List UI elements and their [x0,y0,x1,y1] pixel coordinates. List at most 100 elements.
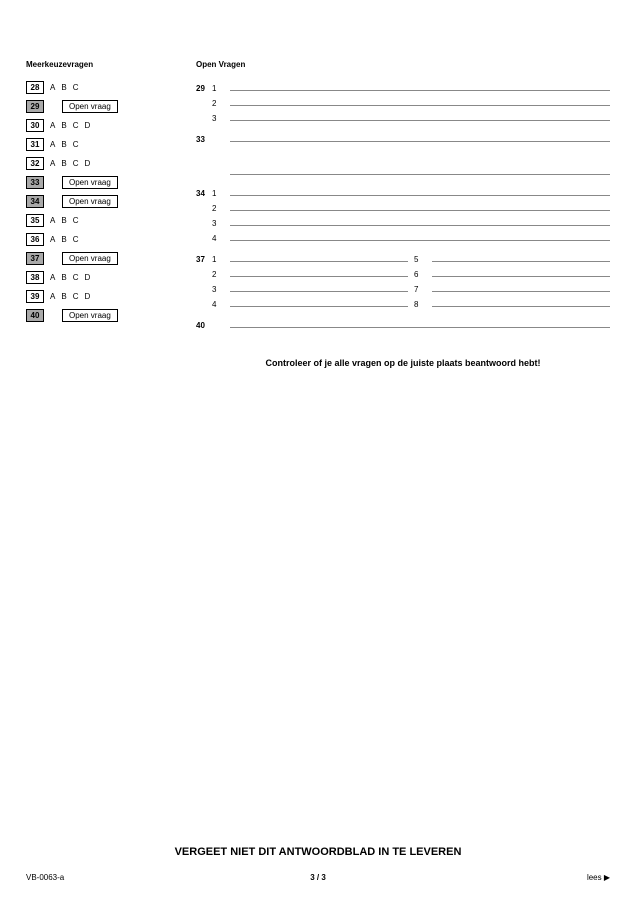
open-vraag-label: Open vraag [62,252,118,265]
mc-row: 34Open vraag [26,192,178,211]
mc-row: 39 ABCD [26,287,178,306]
answer-rule[interactable] [230,174,610,175]
content-columns: Meerkeuzevragen 28ABC29Open vraag30ABCD3… [26,60,610,368]
answer-line-pair: 37 1 5 [196,249,610,264]
mc-option[interactable]: B [61,273,66,282]
mc-option[interactable]: D [84,159,90,168]
mc-row: 40 Open vraag [26,306,178,325]
answer-rule[interactable] [432,276,610,277]
mc-option[interactable]: A [50,292,55,301]
line-subnumber: 5 [414,255,426,264]
open-question-number: 37 [196,255,208,264]
answer-rule[interactable] [230,327,610,328]
mc-option[interactable]: B [61,83,66,92]
open-answer-group [196,162,610,177]
mc-option[interactable]: C [73,83,79,92]
line-lead: 37 1 [196,255,224,264]
mc-option[interactable]: B [61,292,66,301]
answer-rule[interactable] [230,105,610,106]
line-subnumber: 8 [414,300,426,309]
answer-rule[interactable] [230,225,610,226]
mc-option[interactable]: B [61,235,66,244]
mc-option[interactable]: C [73,273,79,282]
line-lead: 3 [196,114,224,123]
answer-line: 33 [196,129,610,144]
mc-option[interactable]: A [50,140,55,149]
mc-row: 28ABC [26,78,178,97]
mc-option[interactable]: A [50,159,55,168]
question-number-box: 38 [26,271,44,284]
mc-option[interactable]: B [61,140,66,149]
mc-option[interactable]: D [84,121,90,130]
mc-option[interactable]: D [84,273,90,282]
open-answer-group: 3715263748 [196,249,610,309]
pair-left [230,306,408,309]
open-question-number: 29 [196,84,208,93]
mc-option[interactable]: B [61,159,66,168]
pair-left [230,261,408,264]
mc-option[interactable]: A [50,216,55,225]
answer-line: 3 [196,108,610,123]
answer-line: 2 [196,198,610,213]
answer-rule[interactable] [432,291,610,292]
line-lead: 2 [196,270,224,279]
mc-option[interactable]: C [73,140,79,149]
open-question-number: 34 [196,189,208,198]
mc-option[interactable]: C [73,159,79,168]
answer-rule[interactable] [230,120,610,121]
mc-option[interactable]: A [50,121,55,130]
mc-option[interactable]: C [73,292,79,301]
line-subnumber: 4 [212,300,216,309]
line-lead: 4 [196,234,224,243]
pair-right [432,276,610,279]
answer-rule[interactable] [230,291,408,292]
mc-options: ABC [50,83,78,92]
answer-rule[interactable] [230,141,610,142]
line-subnumber: 4 [212,234,216,243]
line-lead: 4 [196,300,224,309]
mc-option[interactable]: A [50,273,55,282]
line-lead: 3 [196,219,224,228]
open-answer-group: 33 [196,129,610,144]
answer-rule[interactable] [432,261,610,262]
answer-line: 291 [196,78,610,93]
mc-options: ABC [50,235,78,244]
line-subnumber: 2 [212,99,216,108]
answer-rule[interactable] [230,240,610,241]
question-number-box: 39 [26,290,44,303]
mc-option[interactable]: C [73,216,79,225]
mc-option[interactable]: B [61,121,66,130]
mc-option[interactable]: B [61,216,66,225]
mc-row: 38 ABCD [26,268,178,287]
answer-rule[interactable] [432,306,610,307]
line-subnumber: 3 [212,219,216,228]
line-subnumber: 1 [212,255,216,264]
question-number-box: 29 [26,100,44,113]
mc-option[interactable]: A [50,235,55,244]
question-number-box: 33 [26,176,44,189]
line-lead: 291 [196,84,224,93]
open-question-number: 40 [196,321,208,330]
answer-rule[interactable] [230,195,610,196]
answer-rule[interactable] [230,276,408,277]
mc-option[interactable]: C [73,121,79,130]
footer-right: lees ▶ [587,873,610,882]
mc-option[interactable]: D [84,292,90,301]
open-groups-container: 2912333341234371526374840 [196,78,610,330]
mc-option[interactable]: A [50,83,55,92]
mc-row: 37Open vraag [26,249,178,268]
mc-row: 36ABC [26,230,178,249]
line-lead: 3 [196,285,224,294]
open-vraag-label: Open vraag [62,309,118,322]
open-answer-group: 291 2 3 [196,78,610,123]
mc-option[interactable]: C [73,235,79,244]
question-number-box: 40 [26,309,44,322]
answer-rule[interactable] [230,306,408,307]
answer-rule[interactable] [230,210,610,211]
line-subnumber: 3 [212,114,216,123]
line-lead: 341 [196,189,224,198]
mc-options: ABCD [50,121,90,130]
answer-rule[interactable] [230,261,408,262]
page-footer: VB-0063-a 3 / 3 lees ▶ [26,873,610,882]
answer-rule[interactable] [230,90,610,91]
